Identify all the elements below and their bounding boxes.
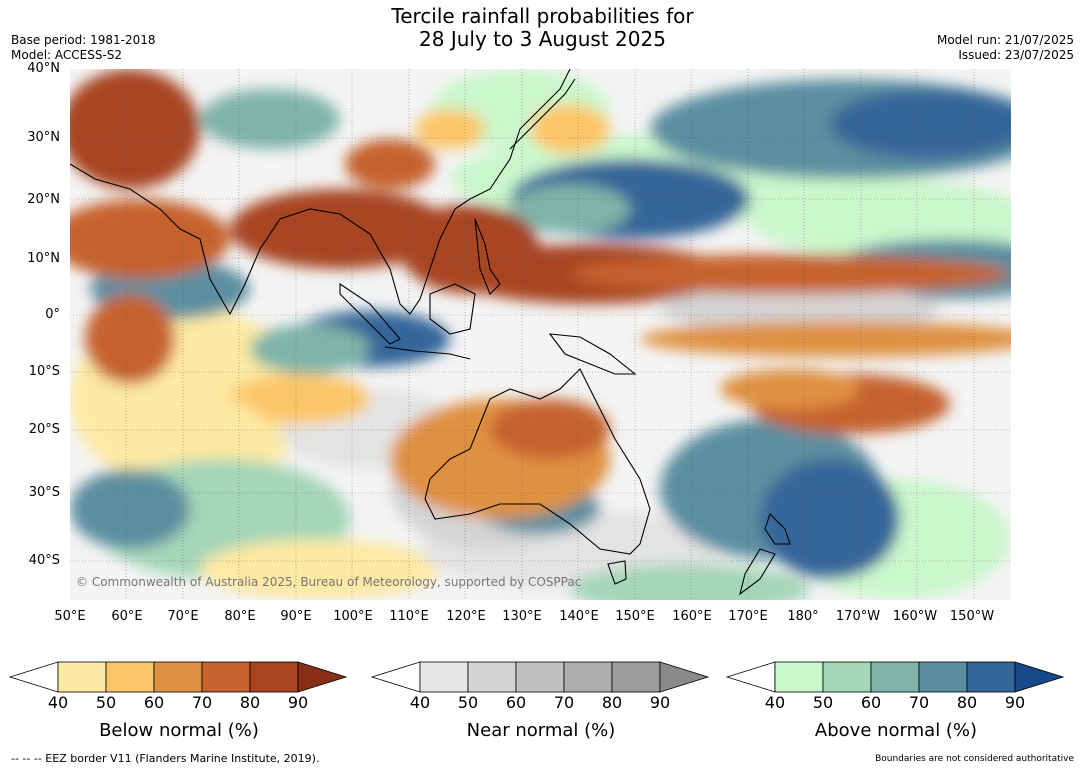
colorbar-min-triangle [8, 661, 59, 693]
lon-label: 150°E [615, 609, 655, 624]
colorbar-tick-label: 40 [47, 693, 69, 712]
lat-label: 10°S [28, 364, 60, 379]
near-normal-label: Near normal (%) [466, 720, 616, 741]
lon-label: 140°E [559, 609, 599, 624]
lon-label: 60°E [111, 609, 143, 624]
lat-label: 30°N [27, 130, 60, 145]
colorbar-tick-label: 70 [553, 693, 575, 712]
lon-label: 120°E [446, 609, 486, 624]
colorbar-segment [153, 661, 203, 693]
colorbar-min-triangle [370, 661, 421, 693]
lat-label: 30°S [28, 485, 60, 500]
lat-label: 10°N [27, 251, 60, 266]
meta-right: Model run: 21/07/2025 Issued: 23/07/2025 [937, 33, 1074, 63]
colorbar-tick-label: 60 [143, 693, 165, 712]
map-canvas [70, 69, 1011, 600]
below-normal-label: Below normal (%) [99, 720, 259, 741]
colorbar-segment [918, 661, 968, 693]
colorbar-max-triangle [1014, 661, 1065, 693]
above-normal-label: Above normal (%) [814, 720, 978, 741]
colorbar-segment [249, 661, 299, 693]
colorbar-tick-label: 40 [764, 693, 786, 712]
lon-label: 150°W [949, 609, 995, 624]
colorbar-segment [57, 661, 107, 693]
legend-colorbars [8, 661, 1065, 693]
lon-label: 70°E [167, 609, 199, 624]
colorbar-tick-label: 50 [95, 693, 117, 712]
colorbar-segment [774, 661, 824, 693]
colorbar-tick-label: 80 [239, 693, 261, 712]
meta-left: Base period: 1981-2018 Model: ACCESS-S2 [11, 33, 156, 63]
colorbar-tick-label: 70 [908, 693, 930, 712]
colorbar-tick-label: 40 [409, 693, 431, 712]
colorbar-tick-label: 60 [505, 693, 527, 712]
lon-label: 170°E [728, 609, 768, 624]
colorbar-segment [822, 661, 872, 693]
colorbar-segment [105, 661, 155, 693]
colorbar-near-normal [370, 661, 710, 693]
colorbar-segment [467, 661, 517, 693]
colorbar-max-triangle [659, 661, 710, 693]
colorbar-segment [201, 661, 251, 693]
lon-label: 100°E [333, 609, 373, 624]
lon-label: 90°E [280, 609, 312, 624]
colorbar-above-normal [725, 661, 1065, 693]
lon-label: 80°E [224, 609, 256, 624]
map-title-line2: 28 July to 3 August 2025 [419, 27, 666, 51]
colorbar-tick-label: 80 [956, 693, 978, 712]
map-title: Tercile rainfall probabilities for 28 Ju… [0, 5, 1085, 51]
graticule [70, 69, 1011, 600]
lat-label: 20°S [28, 422, 60, 437]
lon-label: 110°E [389, 609, 429, 624]
colorbar-segment [419, 661, 469, 693]
colorbar-segment [563, 661, 613, 693]
colorbar-min-triangle [725, 661, 776, 693]
colorbar-tick-label: 90 [649, 693, 671, 712]
colorbar-tick-label: 80 [601, 693, 623, 712]
colorbar-segment [515, 661, 565, 693]
colorbar-segment [611, 661, 661, 693]
colorbar-tick-label: 90 [1004, 693, 1026, 712]
issued-text: Issued: 23/07/2025 [958, 48, 1074, 62]
colorbar-tick-label: 70 [191, 693, 213, 712]
lon-label: 160°E [672, 609, 712, 624]
model-text: Model: ACCESS-S2 [11, 48, 123, 62]
colorbar-max-triangle [297, 661, 348, 693]
colorbar-tick-label: 50 [812, 693, 834, 712]
eez-border-note: -- -- -- EEZ border V11 (Flanders Marine… [11, 752, 320, 765]
rainfall-probability-map [70, 69, 1011, 600]
lon-label: 160°W [892, 609, 938, 624]
base-period-text: Base period: 1981-2018 [11, 33, 156, 47]
coastlines [70, 69, 791, 596]
model-run-text: Model run: 21/07/2025 [936, 33, 1074, 47]
lat-label: 20°N [27, 192, 60, 207]
colorbar-segment [966, 661, 1016, 693]
lon-label: 130°E [502, 609, 542, 624]
lat-label: 40°S [28, 553, 60, 568]
colorbar-tick-label: 50 [457, 693, 479, 712]
colorbar-segment [870, 661, 920, 693]
colorbar-below-normal [8, 661, 348, 693]
lon-label: 180° [787, 609, 819, 624]
colorbar-tick-label: 90 [287, 693, 309, 712]
lat-label: 0° [45, 307, 60, 322]
copyright-note: © Commonwealth of Australia 2025, Bureau… [76, 575, 582, 589]
lon-label: 50°E [54, 609, 86, 624]
lat-label: 40°N [27, 61, 60, 76]
map-title-line1: Tercile rainfall probabilities for [391, 4, 694, 28]
lon-label: 170°W [835, 609, 881, 624]
colorbar-tick-label: 60 [860, 693, 882, 712]
disclaimer-note: Boundaries are not considered authoritat… [875, 754, 1074, 764]
